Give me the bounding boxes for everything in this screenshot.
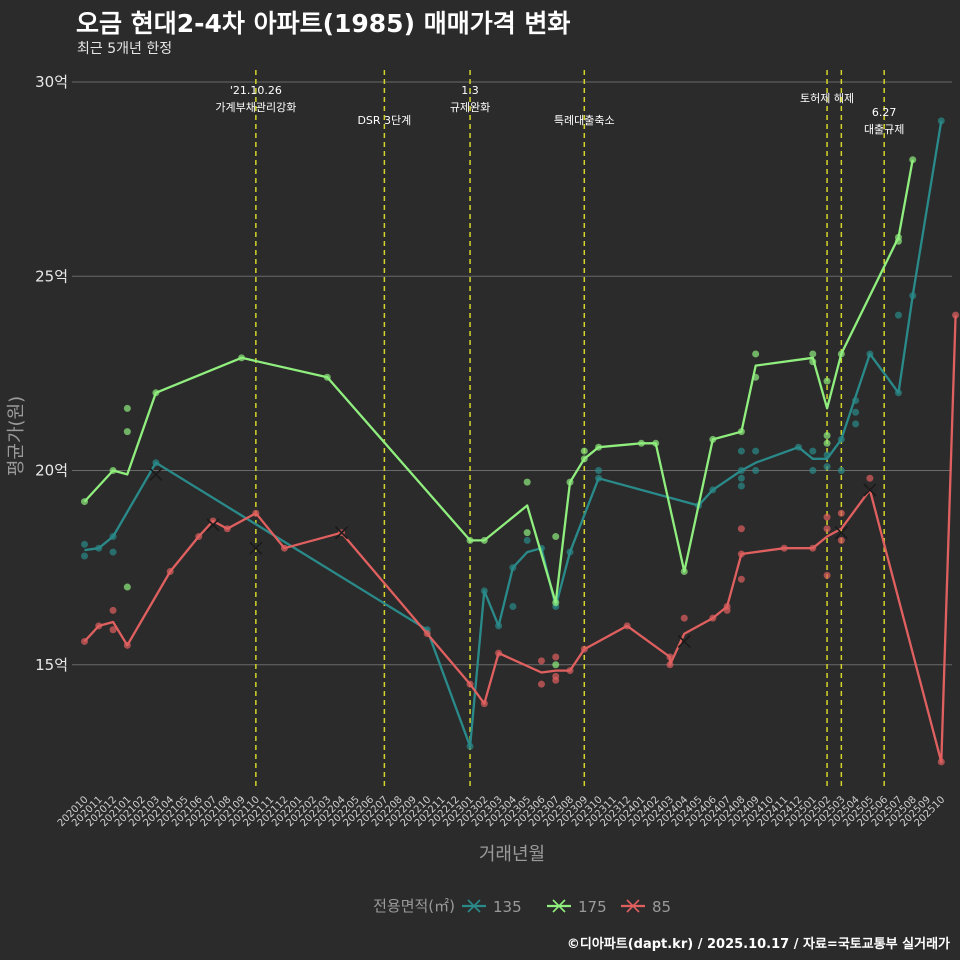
x-axis-title: 거래년월	[479, 844, 545, 865]
data-point-85	[737, 575, 745, 583]
data-point-135	[81, 552, 88, 560]
data-point-175	[823, 377, 831, 385]
policy-event-label: 특례대출축소	[554, 114, 615, 127]
data-point-135	[737, 482, 745, 490]
data-point-135	[509, 602, 517, 610]
data-point-135	[595, 467, 603, 474]
data-point-135	[523, 536, 531, 544]
cancelled-mark-85	[334, 526, 349, 540]
data-point-135	[852, 420, 860, 428]
data-point-85	[680, 614, 688, 622]
data-point-135	[752, 447, 760, 455]
data-point-135	[737, 474, 745, 482]
policy-event-label: 토허제 해제	[800, 91, 854, 105]
y-tick-label: 30억	[35, 73, 68, 91]
legend-cross-175	[552, 899, 566, 913]
data-point-175	[123, 428, 131, 436]
legend-label-135: 135	[493, 898, 522, 916]
data-point-85	[823, 571, 831, 579]
data-point-175	[523, 478, 531, 486]
y-tick-label: 25억	[35, 267, 68, 285]
data-point-85	[837, 536, 845, 544]
data-point-175	[909, 156, 917, 164]
data-point-135	[737, 447, 745, 455]
data-point-85	[837, 509, 845, 517]
cancelled-mark-85	[834, 526, 848, 540]
legend-label-85: 85	[652, 898, 671, 916]
data-point-135	[809, 447, 817, 455]
series-line-175	[83, 159, 914, 604]
data-point-175	[123, 583, 131, 591]
series-line-85	[83, 315, 957, 764]
policy-event-label: DSR 3단계	[357, 114, 411, 127]
source-caption: ©디아파트(dapt.kr) / 2025.10.17 / 자료=국토교통부 실…	[566, 937, 950, 952]
chart-title: 오금 현대2-4차 아파트(1985) 매매가격 변화	[76, 9, 571, 38]
cancelled-mark-135	[149, 467, 163, 481]
data-point-175	[823, 439, 831, 447]
legend-title: 전용면적(㎡)	[373, 897, 455, 915]
data-point-135	[109, 548, 117, 556]
data-point-135	[752, 467, 760, 474]
data-point-135	[81, 540, 88, 548]
data-point-85	[823, 513, 831, 521]
data-point-135	[852, 408, 860, 416]
data-point-85	[866, 474, 874, 482]
policy-event-label: 대출규제	[864, 123, 904, 136]
data-point-85	[537, 657, 545, 665]
data-point-85	[109, 626, 117, 634]
policy-event-label: 6.27	[872, 106, 897, 119]
legend-label-175: 175	[578, 898, 607, 916]
policy-event-label: 규제완화	[450, 101, 490, 114]
data-point-85	[737, 525, 745, 533]
data-point-175	[552, 661, 560, 669]
data-point-175	[523, 529, 531, 537]
data-point-85	[109, 606, 117, 614]
data-point-175	[809, 350, 817, 358]
data-point-175	[580, 447, 588, 455]
data-point-85	[552, 676, 560, 684]
legend-cross-135	[467, 899, 481, 913]
data-point-135	[809, 467, 817, 474]
chart-subtitle: 최근 5개년 한정	[77, 41, 173, 57]
cancelled-mark-85	[249, 541, 263, 555]
y-tick-label: 15억	[35, 656, 68, 674]
legend-cross-85	[626, 899, 640, 913]
cancelled-mark-85	[677, 634, 691, 649]
cancelled-mark-85	[863, 483, 877, 497]
series-line-135	[84, 120, 943, 748]
data-point-175	[123, 404, 131, 412]
policy-event-label: 1.3	[461, 84, 479, 97]
cancelled-mark-85	[206, 518, 220, 532]
data-point-135	[823, 463, 831, 471]
data-point-85	[823, 525, 831, 533]
data-point-135	[894, 311, 902, 319]
policy-event-label: 가계부채관리강화	[215, 101, 296, 114]
y-axis-title: 평균가(원)	[6, 396, 27, 476]
data-point-175	[823, 432, 831, 440]
y-tick-label: 20억	[35, 462, 68, 480]
policy-event-label: '21.10.26	[230, 84, 282, 97]
data-point-175	[752, 350, 760, 358]
data-point-135	[837, 467, 845, 474]
data-point-85	[537, 680, 545, 688]
data-point-85	[552, 653, 560, 661]
data-point-175	[552, 533, 560, 541]
